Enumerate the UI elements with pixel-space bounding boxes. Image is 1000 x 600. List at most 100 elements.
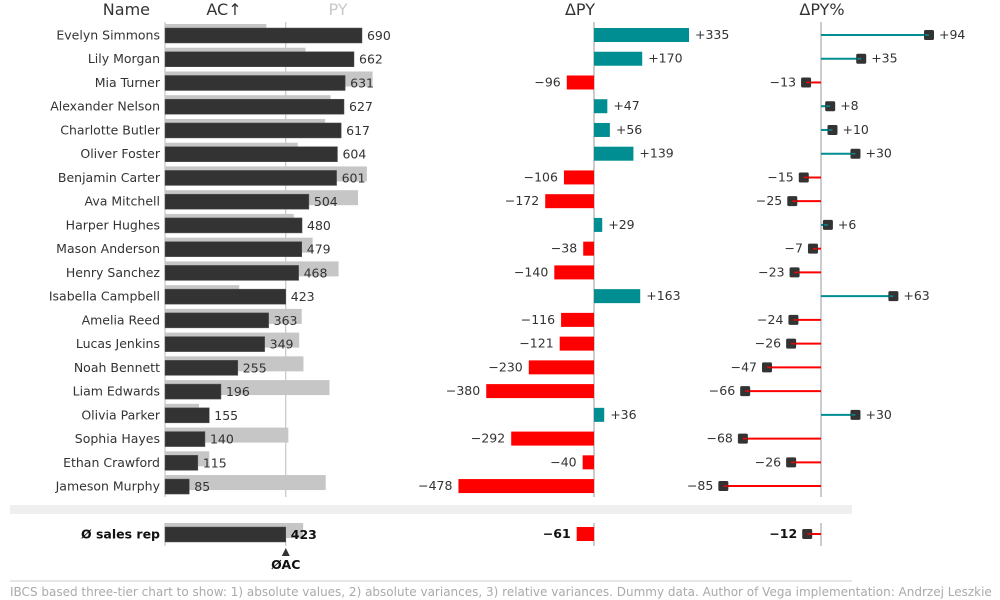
- ac-value-label: 617: [346, 123, 370, 138]
- table-row: Mason Anderson 479 −38 −7: [56, 237, 821, 257]
- delta-py-value-label: −172: [505, 193, 539, 208]
- delta-py-bar: [582, 455, 594, 470]
- ac-bar: [164, 170, 337, 186]
- table-row: Olivia Parker 155 +36 +30: [81, 403, 892, 424]
- delta-py-pct-value-label: +30: [865, 146, 891, 161]
- ac-value-label: 601: [342, 170, 366, 185]
- table-row: Charlotte Butler 617 +56 +10: [60, 118, 869, 139]
- table-row: Lily Morgan 662 +170 +35: [88, 47, 898, 67]
- delta-py-value-label: −380: [446, 383, 480, 398]
- delta-py-pct-value-label: −26: [755, 336, 781, 351]
- table-row: Liam Edwards 196 −380 −66: [73, 380, 821, 400]
- footer-note: IBCS based three-tier chart to show: 1) …: [10, 585, 992, 599]
- row-name-label: Liam Edwards: [73, 384, 160, 399]
- header-ac-sortable[interactable]: AC↑: [206, 0, 241, 19]
- row-name-label: Sophia Hayes: [75, 431, 160, 446]
- ac-value-label: 349: [270, 337, 294, 352]
- row-name-label: Lucas Jenkins: [76, 336, 160, 351]
- delta-py-value-label: −478: [418, 478, 452, 493]
- row-name-label: Benjamin Carter: [58, 170, 161, 185]
- row-name-label: Lily Morgan: [88, 51, 160, 66]
- table-row: Noah Bennett 255 −230 −47: [74, 356, 821, 376]
- ac-value-label: 627: [349, 99, 373, 114]
- ac-value-label: 255: [243, 360, 267, 375]
- ac-bar: [164, 526, 287, 543]
- ac-value-label: 662: [359, 52, 383, 67]
- ac-value-label: 363: [274, 313, 298, 328]
- delta-py-value-label: +36: [610, 407, 636, 422]
- ac-value-label: 115: [203, 455, 227, 470]
- ac-bar: [164, 312, 269, 329]
- table-row: Ava Mitchell 504 −172 −25: [85, 190, 821, 210]
- delta-py-value-label: −140: [514, 264, 548, 279]
- ac-bar: [164, 288, 287, 305]
- average-row: Ø sales rep 423 −61 −12: [81, 523, 821, 543]
- ac-value-label: 423: [291, 527, 317, 542]
- delta-py-pct-value-label: −15: [767, 169, 793, 184]
- row-name-label: Evelyn Simmons: [56, 28, 160, 43]
- delta-py-pct-value-label: +94: [939, 27, 965, 42]
- delta-py-value-label: +29: [608, 217, 634, 232]
- ac-value-label: 479: [307, 242, 331, 257]
- table-row: Amelia Reed 363 −116 −24: [82, 308, 821, 329]
- ac-bar: [164, 455, 199, 471]
- delta-py-bar: [576, 527, 594, 541]
- delta-py-value-label: −40: [550, 454, 576, 469]
- ac-value-label: 196: [226, 384, 250, 399]
- ac-bar: [164, 193, 310, 210]
- delta-py-pct-value-label: +35: [871, 51, 897, 66]
- delta-py-pct-value-label: −25: [756, 193, 782, 208]
- delta-py-pct-value-label: −66: [709, 383, 735, 398]
- row-name-label: Ava Mitchell: [85, 194, 160, 209]
- row-name-label: Henry Sanchez: [66, 265, 161, 280]
- delta-py-value-label: −121: [519, 336, 553, 351]
- delta-py-pct-value-label: +6: [838, 217, 856, 232]
- ac-bar: [164, 478, 190, 495]
- delta-py-value-label: +47: [613, 98, 639, 113]
- table-row: Alexander Nelson 627 +47 +8: [50, 95, 859, 115]
- row-name-label: Alexander Nelson: [50, 99, 160, 114]
- delta-py-bar: [594, 146, 634, 161]
- row-name-label: Isabella Campbell: [49, 289, 160, 304]
- row-name-label: Noah Bennett: [74, 360, 160, 375]
- delta-py-value-label: +335: [695, 27, 729, 42]
- row-name-label: Mason Anderson: [56, 241, 160, 256]
- delta-py-pct-value-label: −7: [785, 241, 803, 256]
- header-py: PY: [328, 0, 347, 19]
- delta-py-value-label: −38: [551, 241, 577, 256]
- row-name-label: Oliver Foster: [80, 146, 160, 161]
- delta-py-bar: [561, 312, 594, 327]
- delta-py-value-label: −230: [488, 359, 522, 374]
- row-name-label: Ø sales rep: [81, 527, 160, 542]
- ac-value-label: 155: [214, 408, 238, 423]
- table-row: Harper Hughes 480 +29 +6: [66, 213, 856, 234]
- ac-bar: [164, 51, 355, 67]
- table-row: Isabella Campbell 423 +163 +63: [49, 285, 930, 305]
- table-row: Ethan Crawford 115 −40 −26: [63, 451, 821, 471]
- delta-py-value-label: +56: [616, 122, 642, 137]
- delta-py-bar: [583, 241, 594, 256]
- delta-py-value-label: −96: [534, 74, 560, 89]
- ac-bar: [164, 75, 346, 91]
- row-name-label: Harper Hughes: [66, 217, 160, 232]
- delta-py-bar: [486, 384, 594, 399]
- delta-py-value-label: +163: [646, 288, 680, 303]
- delta-py-bar: [594, 51, 643, 66]
- delta-py-value-label: −292: [471, 431, 505, 446]
- ac-bar: [164, 407, 210, 424]
- ac-bar: [164, 146, 338, 162]
- table-row: Henry Sanchez 468 −140 −23: [66, 261, 821, 281]
- ac-value-label: 631: [350, 75, 374, 90]
- ac-value-label: 140: [210, 432, 234, 447]
- delta-py-bar: [511, 431, 594, 446]
- ac-bar: [164, 217, 303, 234]
- delta-py-pct-value-label: −13: [770, 74, 796, 89]
- row-name-label: Charlotte Butler: [60, 122, 161, 137]
- row-name-label: Mia Turner: [95, 75, 161, 90]
- delta-py-bar: [594, 99, 608, 114]
- delta-py-bar: [559, 336, 594, 351]
- header-delta-py-pct: ΔPY%: [799, 0, 844, 19]
- delta-py-bar: [563, 170, 594, 185]
- ac-bar: [164, 265, 299, 281]
- ac-bar: [164, 241, 303, 257]
